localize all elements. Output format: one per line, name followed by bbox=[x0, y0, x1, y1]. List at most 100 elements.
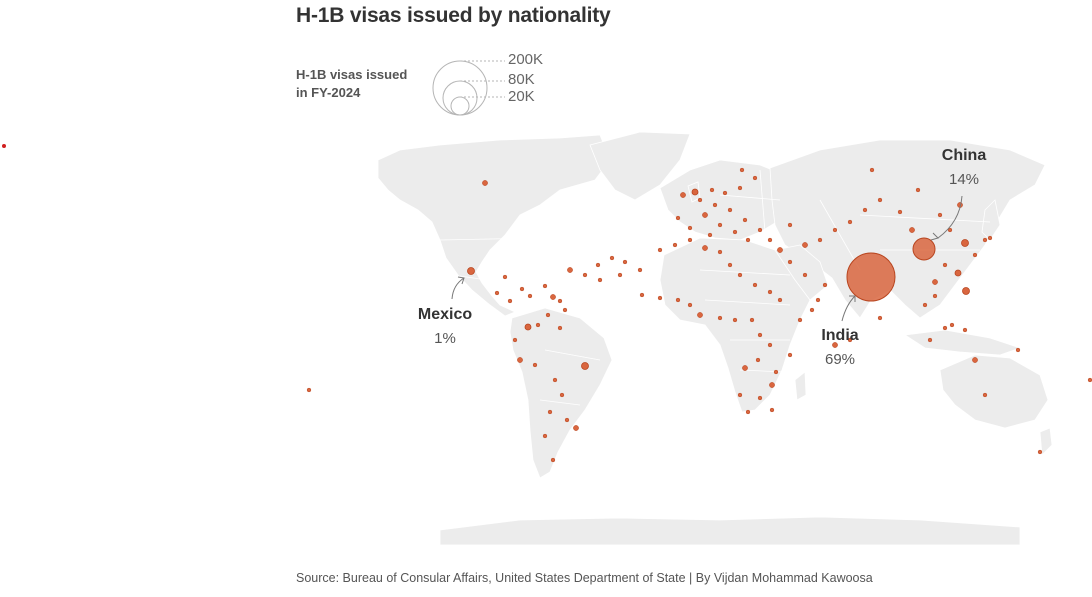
country-dot bbox=[507, 298, 513, 304]
country-dot bbox=[532, 362, 538, 368]
land-japan bbox=[981, 199, 1001, 241]
country-dot bbox=[595, 262, 601, 268]
country-dot bbox=[932, 293, 938, 299]
country-dot bbox=[494, 290, 500, 296]
country-dot bbox=[737, 272, 743, 278]
country-dot bbox=[542, 433, 548, 439]
country-dot bbox=[672, 242, 678, 248]
country-dot bbox=[622, 259, 628, 265]
country-dot bbox=[1015, 347, 1021, 353]
country-dot bbox=[942, 325, 948, 331]
country-dot bbox=[757, 395, 763, 401]
legend-label-line2: in FY-2024 bbox=[296, 85, 361, 100]
country-dot bbox=[797, 317, 803, 323]
country-dot bbox=[552, 377, 558, 383]
country-dot bbox=[727, 262, 733, 268]
country-dot bbox=[306, 387, 312, 393]
land-arabia bbox=[774, 244, 829, 301]
country-dot bbox=[712, 202, 718, 208]
chart-title: H-1B visas issued by nationality bbox=[296, 4, 611, 27]
bubble-india bbox=[846, 252, 896, 302]
country-dot bbox=[767, 289, 773, 295]
country-dot bbox=[739, 167, 745, 173]
bubble-colombia bbox=[524, 323, 532, 331]
country-dot bbox=[987, 235, 993, 241]
country-dot bbox=[639, 292, 645, 298]
country-dot bbox=[982, 237, 988, 243]
country-dot bbox=[909, 227, 915, 233]
country-dot bbox=[737, 392, 743, 398]
country-dot bbox=[727, 207, 733, 213]
country-dot bbox=[809, 307, 815, 313]
country-dot bbox=[717, 249, 723, 255]
country-borders bbox=[439, 169, 991, 406]
country-dot bbox=[609, 255, 615, 261]
country-dot bbox=[752, 282, 758, 288]
country-dot bbox=[742, 365, 748, 371]
country-dot bbox=[657, 295, 663, 301]
bubble-taiwan bbox=[954, 269, 962, 277]
country-dot bbox=[617, 272, 623, 278]
legend-label-line1: H-1B visas issued bbox=[296, 67, 408, 82]
country-dot bbox=[922, 302, 928, 308]
country-dot bbox=[535, 322, 541, 328]
country-dot bbox=[597, 277, 603, 283]
country-dot bbox=[757, 227, 763, 233]
annotation-india-share: 69% bbox=[824, 351, 856, 368]
bubble-south-korea bbox=[961, 239, 969, 247]
country-dot bbox=[777, 247, 783, 253]
country-dot bbox=[752, 175, 758, 181]
country-dot bbox=[927, 337, 933, 343]
bubble-brazil bbox=[581, 362, 589, 370]
country-dot bbox=[557, 325, 563, 331]
landmasses bbox=[377, 131, 1053, 546]
country-dot bbox=[564, 417, 570, 423]
country-dot bbox=[937, 212, 943, 218]
country-dot bbox=[517, 357, 523, 363]
land-antarctica bbox=[439, 516, 1021, 546]
country-dot bbox=[637, 267, 643, 273]
country-dot bbox=[915, 187, 921, 193]
country-dot bbox=[545, 312, 551, 318]
minor-country-dots bbox=[306, 167, 1092, 463]
annotation-mexico-name: Mexico bbox=[417, 306, 473, 323]
country-dot bbox=[707, 232, 713, 238]
country-dot bbox=[942, 262, 948, 268]
land-greenland bbox=[589, 131, 691, 201]
annotation-china-name: China bbox=[941, 147, 987, 164]
country-dot bbox=[687, 237, 693, 243]
country-dot bbox=[717, 222, 723, 228]
country-dot bbox=[742, 217, 748, 223]
country-dot bbox=[702, 245, 708, 251]
country-dot bbox=[550, 457, 556, 463]
country-dot bbox=[847, 337, 853, 343]
country-dot bbox=[787, 352, 793, 358]
bubble-china bbox=[912, 237, 936, 261]
country-dot bbox=[550, 294, 556, 300]
country-dot bbox=[877, 197, 883, 203]
country-dot bbox=[832, 227, 838, 233]
source-credit: Source: Bureau of Consular Affairs, Unit… bbox=[296, 571, 873, 585]
bubble-uk bbox=[691, 188, 699, 196]
country-dot bbox=[697, 197, 703, 203]
country-dot bbox=[787, 222, 793, 228]
country-dot bbox=[767, 342, 773, 348]
mexico-arrowhead bbox=[457, 276, 465, 285]
mexico-arrow bbox=[451, 277, 465, 300]
country-dot bbox=[862, 207, 868, 213]
india-arrow bbox=[841, 295, 856, 322]
country-dot bbox=[745, 409, 751, 415]
country-dot bbox=[1037, 449, 1043, 455]
country-dot bbox=[815, 297, 821, 303]
country-dot bbox=[982, 392, 988, 398]
country-dot bbox=[675, 297, 681, 303]
country-dot bbox=[722, 190, 728, 196]
country-dot bbox=[972, 357, 978, 363]
country-dot bbox=[802, 272, 808, 278]
annotation-arrows bbox=[451, 195, 963, 322]
country-dot bbox=[573, 425, 579, 431]
country-dot bbox=[697, 312, 703, 318]
country-dot bbox=[702, 212, 708, 218]
stray-dot bbox=[2, 144, 6, 148]
